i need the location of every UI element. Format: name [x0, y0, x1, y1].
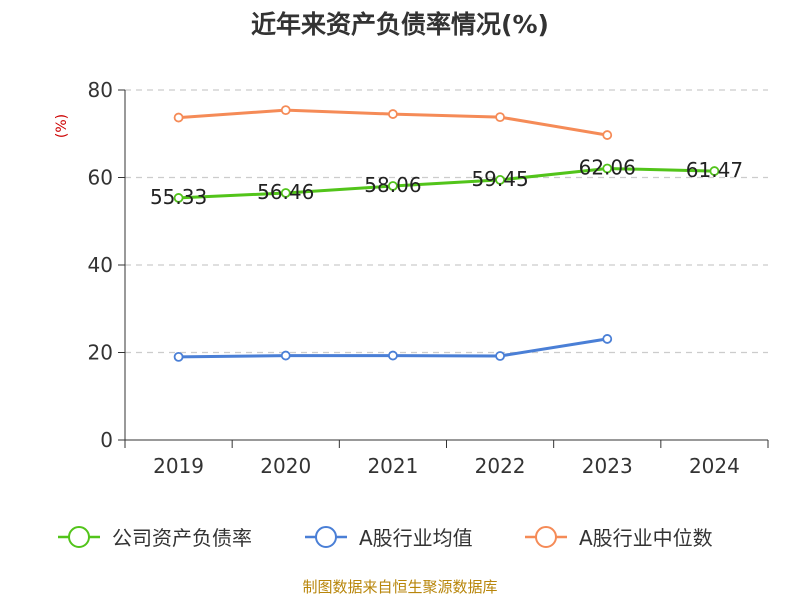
legend: 公司资产负债率 A股行业均值 A股行业中位数 [58, 526, 713, 550]
data-point [602, 163, 613, 174]
data-label: 61.47 [686, 158, 743, 182]
data-point [173, 351, 184, 362]
data-point [280, 105, 291, 116]
x-axis-ticks: 2019 2020 2021 2022 2023 2024 [124, 440, 769, 478]
data-point [495, 351, 505, 361]
y-tick-label: 40 [88, 253, 113, 277]
y-axis-ticks: 0 20 40 60 80 [88, 78, 125, 452]
x-tick-label: 2023 [582, 454, 633, 478]
series-group [173, 105, 720, 362]
data-labels: 55.33 56.46 58.06 59.45 62.06 61.47 [150, 155, 743, 208]
data-point [280, 350, 291, 361]
data-point [173, 193, 184, 203]
data-label: 56.46 [257, 180, 314, 204]
y-axis-unit-label: (%) [54, 114, 70, 138]
source-note: 制图数据来自恒生聚源数据库 [302, 578, 497, 596]
data-point [495, 112, 505, 123]
data-label: 62.06 [579, 155, 636, 179]
data-label: 58.06 [364, 173, 421, 197]
chart-title: 近年来资产负债率情况(%) [251, 10, 549, 39]
data-point [602, 130, 613, 140]
data-point [280, 188, 291, 198]
series-line [177, 167, 716, 200]
x-tick-label: 2019 [153, 454, 204, 478]
x-tick-label: 2022 [475, 454, 526, 478]
x-tick-label: 2021 [367, 454, 418, 478]
data-point [388, 109, 398, 119]
data-point [602, 334, 613, 344]
legend-marker [535, 526, 557, 548]
x-tick-label: 2024 [689, 454, 740, 478]
data-point [388, 181, 398, 191]
y-tick-label: 60 [88, 166, 113, 190]
y-tick-label: 20 [88, 341, 113, 365]
legend-label: A股行业均值 [359, 526, 473, 550]
data-point [388, 350, 398, 361]
legend-label: 公司资产负债率 [112, 526, 252, 550]
legend-marker [315, 526, 337, 548]
data-label: 55.33 [150, 185, 207, 209]
grid-lines [125, 89, 768, 354]
x-tick-label: 2020 [260, 454, 311, 478]
data-point [495, 175, 505, 185]
legend-marker [68, 526, 90, 548]
data-point [173, 112, 184, 123]
data-label: 59.45 [471, 167, 528, 191]
legend-label: A股行业中位数 [579, 526, 713, 550]
data-point [709, 166, 720, 176]
y-tick-label: 80 [88, 78, 113, 102]
y-tick-label: 0 [100, 428, 113, 452]
